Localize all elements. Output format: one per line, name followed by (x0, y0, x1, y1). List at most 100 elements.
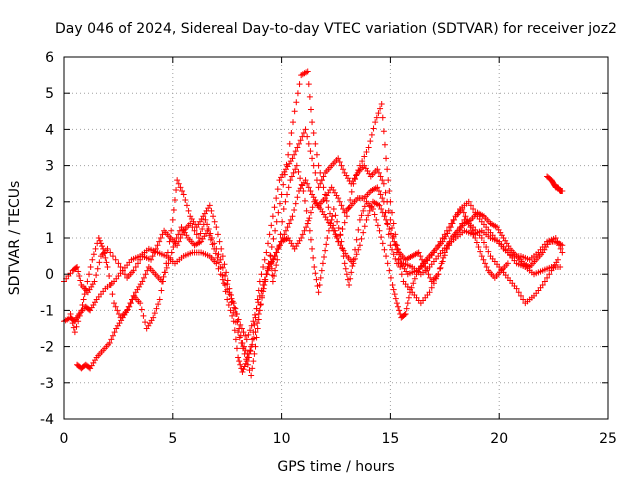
data-point (290, 119, 297, 126)
data-point (387, 274, 394, 281)
series-track-f (544, 173, 566, 194)
data-point (559, 242, 566, 249)
data-point (257, 301, 264, 308)
data-point (211, 218, 218, 225)
data-point (320, 173, 327, 180)
data-point (268, 265, 275, 272)
chart-title: Day 046 of 2024, Sidereal Day-to-day VTE… (55, 21, 617, 37)
data-point (436, 265, 443, 272)
data-point (161, 269, 168, 276)
data-point (294, 90, 301, 97)
data-point (323, 241, 330, 248)
data-point (383, 216, 390, 223)
data-point (219, 253, 226, 260)
data-point (395, 303, 402, 310)
data-point (153, 305, 160, 312)
data-point (387, 230, 394, 237)
data-point (425, 271, 432, 278)
data-point (96, 259, 103, 266)
data-point (343, 213, 350, 220)
data-point (219, 272, 226, 279)
data-point (355, 167, 362, 174)
data-point (87, 263, 94, 270)
data-point (404, 300, 411, 307)
y-tick-label: -4 (40, 412, 54, 428)
data-point (125, 303, 132, 310)
data-point (77, 277, 84, 284)
data-point (417, 253, 424, 260)
data-point (249, 365, 256, 372)
data-point (90, 251, 97, 258)
data-point (289, 155, 296, 162)
data-point (446, 238, 453, 245)
data-point (325, 227, 332, 234)
data-point (318, 267, 325, 274)
data-point (292, 200, 299, 207)
data-point (385, 207, 392, 214)
data-point (315, 289, 322, 296)
data-point (250, 318, 257, 325)
data-point (158, 287, 165, 294)
data-point (309, 204, 316, 211)
data-point (261, 256, 268, 263)
data-point (273, 218, 280, 225)
data-point (114, 307, 121, 314)
data-point (170, 244, 177, 251)
data-point (262, 278, 269, 285)
data-point (134, 260, 141, 267)
data-point (302, 126, 309, 133)
data-point (228, 292, 235, 299)
data-point (259, 292, 266, 299)
data-point (250, 358, 257, 365)
data-point (378, 234, 385, 241)
data-point (242, 360, 249, 367)
data-point (260, 282, 267, 289)
data-point (423, 267, 430, 274)
data-point (106, 273, 113, 280)
data-point (544, 274, 551, 281)
data-point (202, 216, 209, 223)
data-point (287, 177, 294, 184)
data-point (224, 277, 231, 284)
data-point (305, 140, 312, 147)
data-point (377, 191, 384, 198)
data-point (127, 300, 134, 307)
data-point (250, 335, 257, 342)
data-point (389, 235, 396, 241)
data-point (347, 275, 354, 282)
data-point (117, 263, 124, 270)
data-point (353, 236, 360, 243)
data-point (330, 206, 337, 213)
data-point (303, 207, 310, 214)
data-point (270, 235, 277, 242)
data-point (440, 254, 447, 261)
data-point (293, 99, 300, 106)
data-point (317, 180, 324, 187)
data-point (539, 282, 546, 289)
data-point (312, 270, 319, 277)
data-point (79, 301, 86, 308)
data-point (268, 222, 275, 229)
data-point (255, 316, 262, 323)
data-point (95, 235, 102, 241)
data-point (379, 240, 386, 247)
data-point (296, 140, 303, 147)
data-point (367, 138, 374, 145)
data-point (437, 264, 444, 271)
data-point (443, 245, 450, 252)
data-point (174, 177, 181, 184)
data-point (258, 271, 265, 278)
data-point (284, 191, 291, 198)
data-point (229, 312, 236, 319)
data-point (199, 225, 206, 232)
data-point (71, 329, 78, 336)
data-point (109, 332, 116, 339)
data-point (296, 81, 303, 88)
data-point (245, 354, 252, 361)
data-point (139, 278, 146, 285)
data-markers (61, 68, 566, 379)
data-point (415, 249, 422, 256)
data-point (177, 184, 184, 191)
data-point (356, 242, 363, 249)
data-point (389, 225, 396, 232)
